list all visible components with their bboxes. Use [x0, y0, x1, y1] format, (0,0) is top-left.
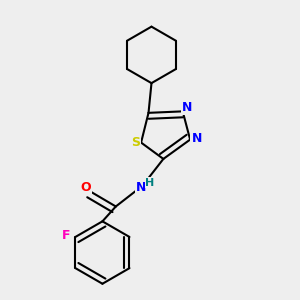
Text: S: S	[131, 136, 140, 149]
Text: O: O	[80, 181, 91, 194]
Text: H: H	[146, 178, 154, 188]
Text: N: N	[182, 101, 192, 114]
Text: N: N	[136, 181, 146, 194]
Text: F: F	[62, 229, 71, 242]
Text: N: N	[191, 132, 202, 145]
